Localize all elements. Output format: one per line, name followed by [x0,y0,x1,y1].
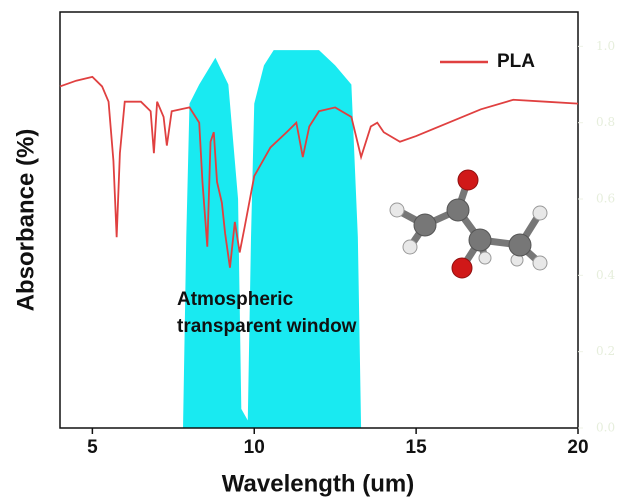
y2-tick-label: 0.6 [596,192,615,206]
legend-label: PLA [497,51,535,72]
annotation: Atmospheric [177,289,294,310]
molecule [390,170,547,278]
y2-tick-label: 1.0 [596,39,615,53]
y-axis-label: Absorbance (%) [12,129,39,312]
x-tick-label: 15 [406,437,428,458]
chart: Wavelength (um) Absorbance (%) 5 10 15 20 0.… [0,0,622,504]
y2-tick-label: 0.2 [596,344,615,358]
x-tick-label: 20 [567,437,588,458]
x-axis-label: Wavelength (um) [222,470,414,497]
y2-tick-label: 0.8 [596,115,615,129]
y2-tick-label: 0.4 [596,268,615,282]
x-tick-label: 10 [244,437,265,458]
y2-tick-label: 0.0 [596,421,615,435]
x-tick-label: 5 [87,437,98,458]
annotation: transparent window [177,316,357,337]
